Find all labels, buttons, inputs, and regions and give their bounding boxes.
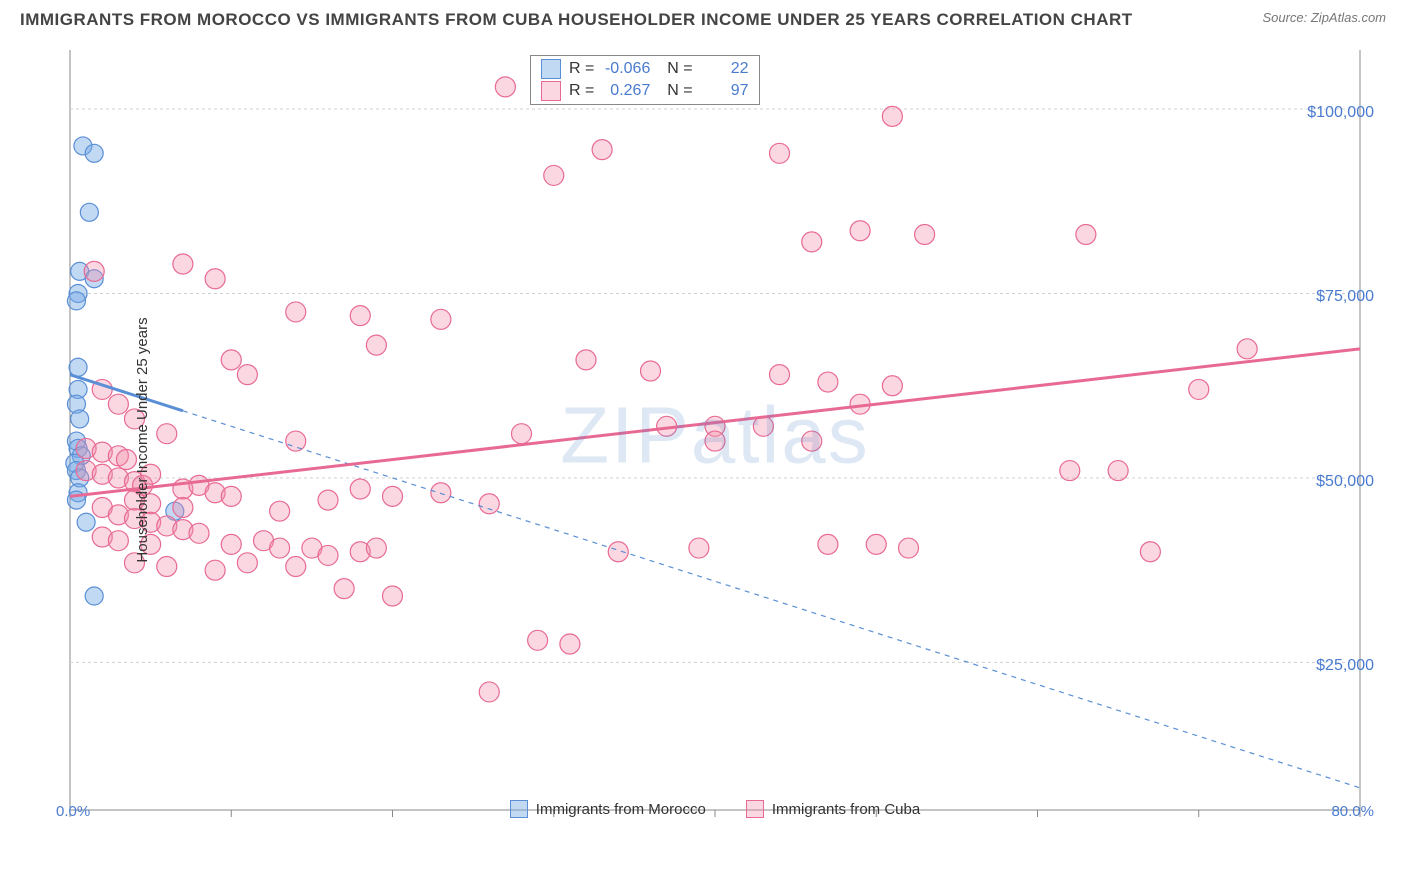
scatter-point <box>286 431 306 451</box>
scatter-point <box>818 372 838 392</box>
scatter-point <box>350 479 370 499</box>
scatter-point <box>528 630 548 650</box>
scatter-point <box>334 579 354 599</box>
scatter-point <box>802 431 822 451</box>
scatter-point <box>383 586 403 606</box>
scatter-point <box>882 106 902 126</box>
scatter-point <box>318 490 338 510</box>
scatter-point <box>270 501 290 521</box>
y-tick-label: $100,000 <box>1307 104 1374 122</box>
scatter-point <box>85 144 103 162</box>
scatter-point <box>1237 339 1257 359</box>
scatter-point <box>544 165 564 185</box>
scatter-point <box>350 306 370 326</box>
scatter-point <box>173 497 193 517</box>
y-tick-label: $75,000 <box>1316 288 1374 306</box>
x-axis-start: 0.0% <box>56 803 90 820</box>
source-label: Source: ZipAtlas.com <box>1262 10 1386 25</box>
scatter-point <box>77 513 95 531</box>
scatter-point <box>1060 461 1080 481</box>
scatter-point <box>108 531 128 551</box>
scatter-point <box>1140 542 1160 562</box>
chart-area: Householder Income Under 25 years ZIPatl… <box>50 40 1380 840</box>
scatter-point <box>173 254 193 274</box>
scatter-point <box>1076 224 1096 244</box>
scatter-point <box>850 221 870 241</box>
scatter-point <box>592 140 612 160</box>
scatter-point <box>512 424 532 444</box>
correlation-stats-box: R =-0.066 N =22R =0.267 N =97 <box>530 55 760 105</box>
scatter-point <box>85 587 103 605</box>
scatter-point <box>818 534 838 554</box>
scatter-point <box>80 203 98 221</box>
x-axis-end: 80.0% <box>1331 803 1374 820</box>
scatter-point <box>608 542 628 562</box>
scatter-point <box>205 269 225 289</box>
scatter-point <box>71 410 89 428</box>
scatter-point <box>705 431 725 451</box>
y-axis-label: Householder Income Under 25 years <box>134 317 151 562</box>
scatter-point <box>270 538 290 558</box>
scatter-point <box>221 350 241 370</box>
scatter-point <box>366 335 386 355</box>
scatter-point <box>84 261 104 281</box>
scatter-point <box>770 365 790 385</box>
scatter-point <box>221 534 241 554</box>
scatter-point <box>366 538 386 558</box>
scatter-point <box>108 394 128 414</box>
scatter-point <box>318 545 338 565</box>
scatter-point <box>157 557 177 577</box>
scatter-point <box>237 553 257 573</box>
scatter-point <box>157 424 177 444</box>
scatter-point <box>689 538 709 558</box>
scatter-plot-svg <box>50 40 1380 840</box>
scatter-point <box>431 309 451 329</box>
scatter-point <box>641 361 661 381</box>
scatter-point <box>383 486 403 506</box>
scatter-point <box>479 682 499 702</box>
chart-title: IMMIGRANTS FROM MOROCCO VS IMMIGRANTS FR… <box>20 10 1133 30</box>
scatter-point <box>205 560 225 580</box>
scatter-point <box>286 302 306 322</box>
stats-row: R =-0.066 N =22 <box>531 58 759 80</box>
scatter-point <box>189 523 209 543</box>
y-tick-label: $25,000 <box>1316 657 1374 675</box>
scatter-point <box>431 483 451 503</box>
scatter-point <box>1108 461 1128 481</box>
scatter-point <box>286 557 306 577</box>
scatter-point <box>221 486 241 506</box>
scatter-point <box>560 634 580 654</box>
scatter-point <box>69 358 87 376</box>
scatter-point <box>237 365 257 385</box>
scatter-point <box>770 143 790 163</box>
stats-row: R =0.267 N =97 <box>531 80 759 102</box>
scatter-point <box>67 292 85 310</box>
scatter-point <box>495 77 515 97</box>
scatter-point <box>802 232 822 252</box>
scatter-point <box>479 494 499 514</box>
scatter-point <box>1189 379 1209 399</box>
scatter-point <box>899 538 919 558</box>
y-tick-label: $50,000 <box>1316 473 1374 491</box>
scatter-point <box>882 376 902 396</box>
scatter-point <box>576 350 596 370</box>
scatter-point <box>915 224 935 244</box>
scatter-point <box>866 534 886 554</box>
